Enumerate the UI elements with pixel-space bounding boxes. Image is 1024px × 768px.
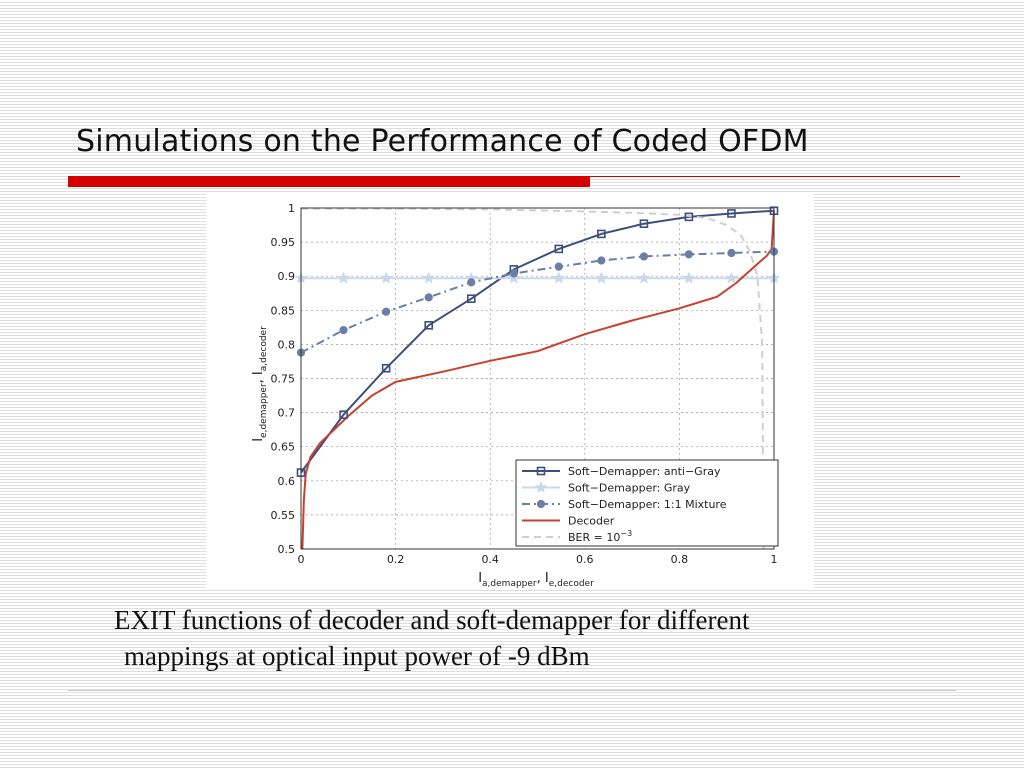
series-lines <box>300 207 775 550</box>
marker-star <box>534 480 548 493</box>
marker-square <box>339 410 348 419</box>
y-tick-labels: 0.5 0.55 0.6 0.65 0.7 0.75 0.8 0.85 0.9 0.95 1 <box>271 202 296 556</box>
marker-star <box>337 271 350 284</box>
y-tick-label: 0.75 <box>271 373 296 386</box>
marker-square <box>727 209 736 218</box>
marker-square <box>466 294 476 304</box>
legend-label-2: Soft−Demapper: 1:1 Mixture <box>568 498 727 511</box>
footer-rule <box>68 690 956 691</box>
y-axis-label: Ie,demapper, Ia,decoder <box>251 326 269 442</box>
marker-star <box>507 271 521 284</box>
figure-caption: EXIT functions of decoder and soft-demap… <box>114 602 964 674</box>
marker-square <box>424 321 434 330</box>
marker-circle <box>424 293 433 302</box>
y-tick-label: 0.85 <box>271 304 296 317</box>
marker-star <box>725 271 738 284</box>
x-tick-label: 0.6 <box>576 553 594 566</box>
y-tick-label: 0.55 <box>271 509 296 522</box>
marker-circle <box>536 499 546 509</box>
marker-square <box>536 466 546 476</box>
y-tick-label: 0.5 <box>278 543 296 556</box>
marker-star <box>637 271 651 284</box>
slide-title: Simulations on the Performance of Coded … <box>76 124 809 159</box>
exit-chart: 0 0.2 0.4 0.6 0.8 1 0.50.550.60.650.70.750.80… <box>251 202 781 589</box>
chart-legend: Soft−Demapper: anti−Gray Soft−Demapper: G… <box>515 459 779 547</box>
series-markers <box>294 206 781 477</box>
marker-square <box>381 363 391 373</box>
marker-star <box>422 271 436 284</box>
y-tick-label: 0.9 <box>278 270 296 283</box>
marker-circle <box>597 256 606 265</box>
marker-square <box>639 219 649 228</box>
y-tick-label: 1 <box>288 202 295 215</box>
title-underline-rule <box>590 176 960 177</box>
y-tick-label: 0.65 <box>271 441 296 454</box>
marker-square <box>597 229 606 239</box>
series-line-3 <box>301 210 775 550</box>
legend-label-4: BER = 10−3 <box>568 529 632 544</box>
legend-label-0: Soft−Demapper: anti−Gray <box>568 465 721 478</box>
x-tick-label: 0 <box>298 553 305 566</box>
legend-label-3: Decoder <box>568 515 615 528</box>
marker-star <box>552 271 566 284</box>
marker-circle <box>639 252 649 261</box>
marker-circle <box>382 307 391 316</box>
y-tick-label: 0.95 <box>271 236 296 249</box>
x-tick-label: 1 <box>771 553 778 566</box>
marker-circle <box>509 269 518 278</box>
plot-frame <box>300 207 775 550</box>
x-axis-label: Ia,demapper, Ie,decoder <box>478 571 594 589</box>
marker-square <box>684 212 694 222</box>
grid-lines <box>300 207 775 550</box>
marker-star <box>379 271 393 284</box>
marker-circle <box>684 250 693 259</box>
caption-line-1: EXIT functions of decoder and soft-demap… <box>114 605 750 635</box>
y-tick-label: 0.7 <box>278 407 296 420</box>
y-tick-label: 0.8 <box>278 338 296 351</box>
exit-chart-panel: 0 0.2 0.4 0.6 0.8 1 0.5 0.55 0.6 0.65 0.7 0.75 0.8 0… <box>206 194 814 590</box>
marker-circle <box>727 248 736 258</box>
marker-square <box>554 244 564 254</box>
x-tick-label: 0.8 <box>671 553 689 566</box>
title-underline-accent <box>68 176 590 187</box>
marker-circle <box>339 325 348 335</box>
marker-star <box>682 271 696 284</box>
series-line-0 <box>300 209 775 474</box>
caption-line-2: mappings at optical input power of -9 dB… <box>124 641 590 671</box>
marker-circle <box>467 278 476 287</box>
marker-circle <box>554 262 563 271</box>
legend-label-1: Soft−Demapper: Gray <box>568 482 691 495</box>
x-tick-label: 0.4 <box>481 553 499 566</box>
x-tick-label: 0.2 <box>387 553 405 566</box>
y-tick-label: 0.6 <box>278 475 296 488</box>
x-tick-labels: 0 0.2 0.4 0.6 0.8 1 <box>298 553 778 566</box>
marker-star <box>594 271 608 284</box>
